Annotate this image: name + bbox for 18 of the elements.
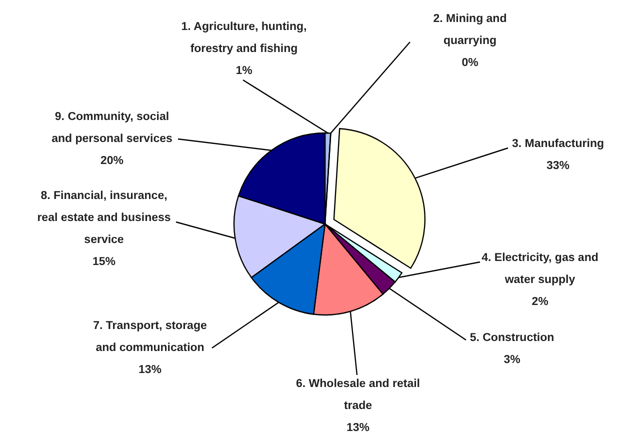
data-label: 13% (138, 364, 162, 376)
slice-label: 3. Manufacturing (512, 138, 604, 150)
slice-label: 6. Wholesale and retail trade (296, 378, 420, 412)
data-label: 20% (100, 155, 124, 167)
text: 0% (462, 57, 478, 69)
data-label: 15% (92, 256, 116, 268)
category-label: 2. Mining and quarrying (433, 13, 507, 47)
data-label: 3% (504, 354, 520, 366)
data-label: 1% (236, 65, 252, 77)
slice-label: 7. Transport, storage and communication (93, 320, 207, 354)
data-label: 13% (346, 422, 370, 432)
slice-label: 4. Electricity, gas and water supply (482, 252, 598, 286)
slice-label: 8. Financial, insurance, real estate and business service (37, 190, 171, 246)
data-label: 2% (532, 296, 548, 308)
data-label: 33% (546, 160, 570, 172)
slice-label: 9. Community, social and personal services (52, 111, 172, 145)
slice-label: 5. Construction (470, 332, 554, 344)
slice-label: 1. Agriculture, hunting, forestry and fishing (181, 21, 307, 55)
